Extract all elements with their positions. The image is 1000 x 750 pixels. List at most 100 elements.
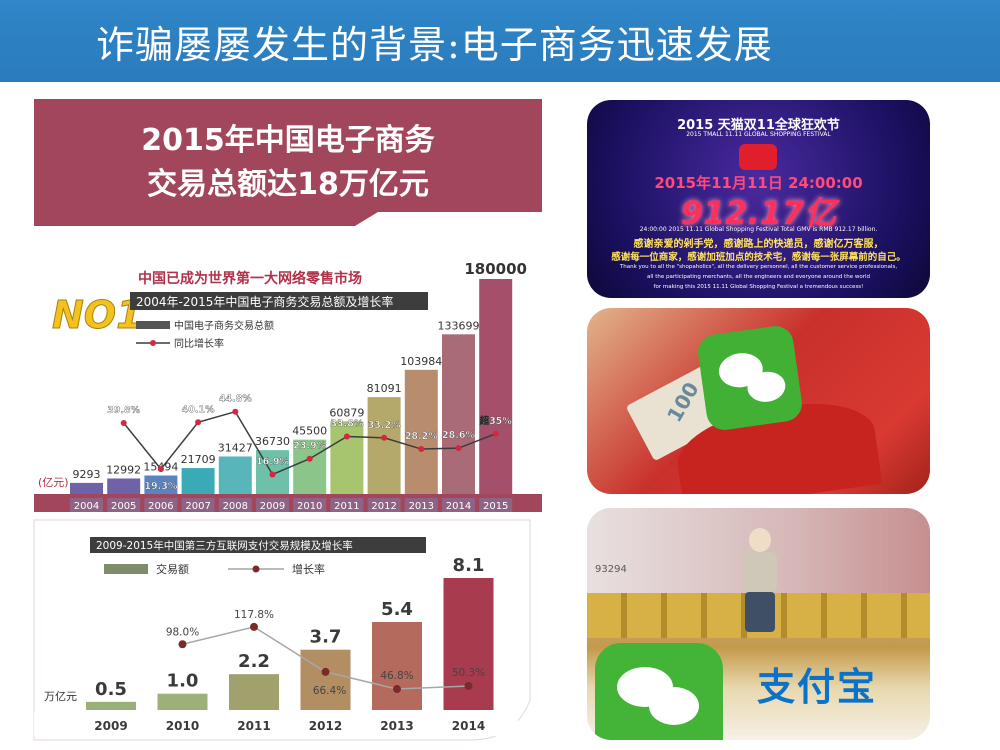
chart2-growth-label: 98.0% bbox=[166, 626, 199, 638]
chart2-bar bbox=[157, 693, 208, 710]
chart1-tick-label: 2015 bbox=[483, 501, 508, 512]
chart1-value-label: 133699 bbox=[438, 319, 480, 332]
chart1-tick-label: 2012 bbox=[371, 501, 396, 512]
chart2-growth-label: 117.8% bbox=[234, 609, 274, 621]
chart2-legend-point-swatch bbox=[252, 565, 260, 573]
chart2-growth-label: 66.4% bbox=[313, 685, 346, 697]
chart2-tick-label: 2011 bbox=[237, 719, 270, 733]
chart2-tick-label: 2010 bbox=[166, 719, 199, 733]
title-banner: 诈骗屡屡发生的背景:电子商务迅速发展 bbox=[0, 0, 1000, 82]
chart2-growth-label: 50.3% bbox=[452, 667, 485, 679]
chart1-growth-point bbox=[343, 433, 350, 440]
chart2-tick-label: 2009 bbox=[94, 719, 127, 733]
chart1-tick-bg bbox=[181, 498, 215, 512]
chart2-growth-point bbox=[321, 667, 330, 676]
tmall-time: 2015年11月11日 24:00:00 bbox=[654, 174, 863, 192]
chart1-value-label: 81091 bbox=[367, 382, 402, 395]
tmall-line-1: 24:00:00 2015 11.11 Global Shopping Fest… bbox=[639, 226, 878, 233]
chart1-unit: (亿元) bbox=[38, 476, 69, 489]
chart2-bar bbox=[86, 701, 136, 710]
tmall-line-2: 感谢亲爱的剁手党，感谢路上的快递员，感谢亿万客服， bbox=[633, 239, 884, 250]
chart2-title: 2009-2015年中国第三方互联网支付交易规模及增长率 bbox=[96, 539, 353, 552]
chart2-legend-bar-swatch bbox=[104, 564, 148, 574]
chart2-tick-label: 2013 bbox=[380, 719, 413, 733]
chart2-bar bbox=[443, 578, 494, 710]
chart1-tick-label: 2011 bbox=[334, 501, 359, 512]
chart1-growth-label: 16.9% bbox=[256, 456, 289, 467]
chart1-growth-label: 超35% bbox=[479, 415, 513, 427]
tmall-logo bbox=[739, 144, 777, 170]
chart1-growth-label: 28.6% bbox=[442, 430, 475, 441]
chart2-value-label: 3.7 bbox=[310, 627, 342, 648]
chart1-value-label: 45500 bbox=[292, 425, 327, 438]
chart1-bar bbox=[293, 439, 327, 494]
chart1-value-label: 60879 bbox=[329, 406, 364, 419]
chart1-growth-label: 40.1% bbox=[182, 404, 215, 415]
chart1-subtitle-bg bbox=[130, 292, 428, 310]
chart2-legend-line-label: 增长率 bbox=[292, 562, 325, 576]
chart1-tick-label: 2008 bbox=[223, 501, 248, 512]
chart1-tick-label: 2005 bbox=[111, 501, 136, 512]
chart1-growth-point bbox=[418, 446, 425, 453]
tmall-line-6: for making this 2015 11.11 Global Shoppi… bbox=[653, 284, 864, 290]
chart2-bar bbox=[300, 649, 351, 710]
chart1-tick-bg bbox=[293, 498, 327, 512]
chart1-title-line1: 2015年中国电子商务 bbox=[141, 123, 435, 158]
chart1-growth-label: 28.2% bbox=[405, 431, 438, 442]
payment-photo: 93294 支付宝 bbox=[587, 508, 930, 740]
chart1-tick-bg bbox=[367, 498, 401, 512]
chart1-growth-label: 19.3% bbox=[144, 481, 177, 492]
chart1-value-label: 180000 bbox=[464, 260, 527, 278]
chart1-tick-label: 2009 bbox=[260, 501, 285, 512]
chart1-value-label: 36730 bbox=[255, 435, 290, 448]
red-packet-photo: 100 bbox=[587, 308, 930, 494]
chart2-value-label: 8.1 bbox=[453, 555, 485, 576]
chart1-bar bbox=[144, 475, 178, 494]
chart1-growth-label: 39.8% bbox=[107, 405, 140, 416]
chart1-value-label: 12992 bbox=[106, 463, 141, 476]
chart1-legend-point-swatch bbox=[150, 340, 156, 346]
chart1-value-label: 9293 bbox=[73, 468, 101, 481]
chart1-growth-point bbox=[455, 445, 462, 452]
banknote-serial: 93294 bbox=[595, 564, 627, 575]
chart2-tick-label: 2012 bbox=[309, 719, 342, 733]
chart1-legend-bar-label: 中国电子商务交易总额 bbox=[174, 319, 274, 332]
chart1-tick-bg bbox=[218, 498, 252, 512]
chart1-value-label: 21709 bbox=[181, 453, 216, 466]
chart2-growth-point bbox=[393, 685, 401, 694]
chart1-bar bbox=[479, 279, 513, 494]
tmall-photo: 2015 天猫双11全球狂欢节 2015 TMALL 11.11 GLOBAL … bbox=[587, 100, 930, 298]
tmall-line-3: 感谢每一位商家，感谢加班加点的技术宅，感谢每一张屏幕前的自己。 bbox=[611, 252, 906, 263]
chart1-tick-label: 2006 bbox=[148, 501, 173, 512]
chart1-tick-bg bbox=[107, 498, 141, 512]
chart1-bar bbox=[107, 478, 141, 494]
chart1-growth-label: 23.9% bbox=[293, 441, 326, 452]
chart2-growth-point bbox=[464, 681, 473, 690]
chart1-growth-point bbox=[381, 434, 388, 441]
chart1-bar bbox=[367, 397, 401, 494]
chart1-subtitle: 2004年-2015年中国电子商务交易总额及增长率 bbox=[136, 294, 393, 309]
chart2-growth-point bbox=[178, 640, 187, 649]
chart1-tick-label: 2007 bbox=[185, 501, 210, 512]
chart1-value-label: 103984 bbox=[400, 355, 442, 368]
chart2-value-label: 2.2 bbox=[238, 651, 270, 672]
chart1-bar bbox=[181, 468, 215, 494]
chart1-growth-point bbox=[269, 471, 276, 478]
tmall-line-5: all the participating merchants, all the… bbox=[647, 274, 870, 280]
chart2-title-bg bbox=[90, 537, 426, 553]
chart2-tick-label: 2014 bbox=[452, 719, 485, 733]
tmall-title: 2015 天猫双11全球狂欢节 bbox=[677, 118, 840, 133]
chart1-tick-label: 2013 bbox=[409, 501, 434, 512]
chart2-bar bbox=[229, 674, 279, 710]
chart2-growth-point bbox=[250, 622, 258, 631]
chart1-growth-point bbox=[306, 455, 313, 462]
chart1-tick-bg bbox=[256, 498, 289, 512]
chart1-bar bbox=[218, 456, 252, 494]
chart2-value-label: 0.5 bbox=[95, 679, 127, 700]
chart2-unit: 万亿元 bbox=[44, 690, 77, 703]
chart1-bar bbox=[404, 369, 438, 494]
slide-title: 诈骗屡屡发生的背景:电子商务迅速发展 bbox=[96, 23, 773, 67]
chart1-note: 中国已成为世界第一大网络零售市场 bbox=[138, 270, 362, 287]
chart2-bar bbox=[372, 622, 422, 710]
